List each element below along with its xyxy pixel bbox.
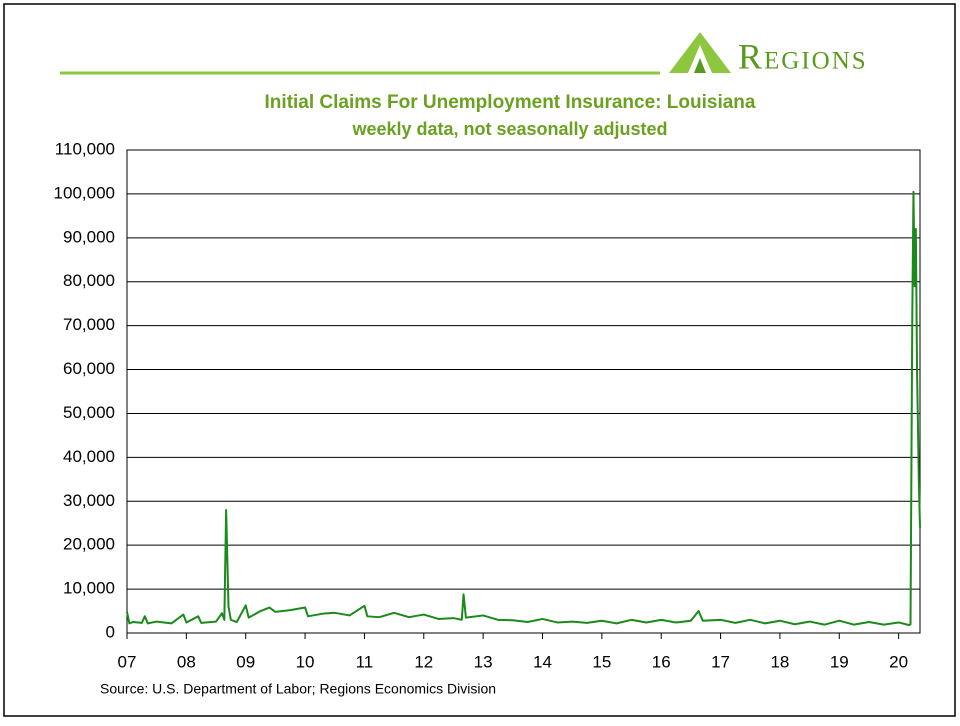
plot-area: 0 10,000 20,000 30,000 40,000 50,000 60,000 70,… <box>54 139 921 671</box>
plot-border <box>126 149 921 634</box>
x-tick-label: 15 <box>592 652 611 671</box>
y-tick-label: 110,000 <box>55 139 115 158</box>
x-tick-label: 12 <box>414 652 433 671</box>
x-tick-label: 13 <box>474 652 493 671</box>
chart-subtitle: weekly data, not seasonally adjusted <box>351 119 667 139</box>
x-tick-label: 16 <box>652 652 671 671</box>
x-tick-label: 10 <box>296 652 315 671</box>
frame <box>3 3 956 717</box>
x-tick-label: 09 <box>236 652 255 671</box>
y-tick-label: 100,000 <box>54 183 115 202</box>
chart-title: Initial Claims For Unemployment Insuranc… <box>265 92 756 113</box>
y-tick-label: 10,000 <box>63 579 115 598</box>
logo <box>669 32 731 73</box>
y-tick-label: 20,000 <box>63 535 115 554</box>
source: Source: U.S. Department of Labor; Region… <box>100 681 496 697</box>
x-tick-label: 14 <box>533 652 552 671</box>
brand: Regions <box>738 36 868 76</box>
data-line <box>126 190 921 627</box>
x-tick-label: 08 <box>177 652 196 671</box>
y-tick-label: 50,000 <box>63 403 115 422</box>
y-tick-label: 90,000 <box>63 227 115 246</box>
logo-mark <box>694 58 706 73</box>
y-tick-label: 70,000 <box>63 315 115 334</box>
x-tick-label: 19 <box>830 652 849 671</box>
y-tick-label: 0 <box>106 622 115 641</box>
x-tick-label: 18 <box>770 652 789 671</box>
y-tick-label: 80,000 <box>63 271 115 290</box>
y-tick-label: 30,000 <box>63 491 115 510</box>
y-tick-label: 60,000 <box>63 359 115 378</box>
x-tick-label: 11 <box>356 652 374 671</box>
x-tick-label: 20 <box>889 652 908 671</box>
x-tick-label: 07 <box>118 652 137 671</box>
x-tick-label: 17 <box>711 652 730 671</box>
y-tick-label: 40,000 <box>63 447 115 466</box>
